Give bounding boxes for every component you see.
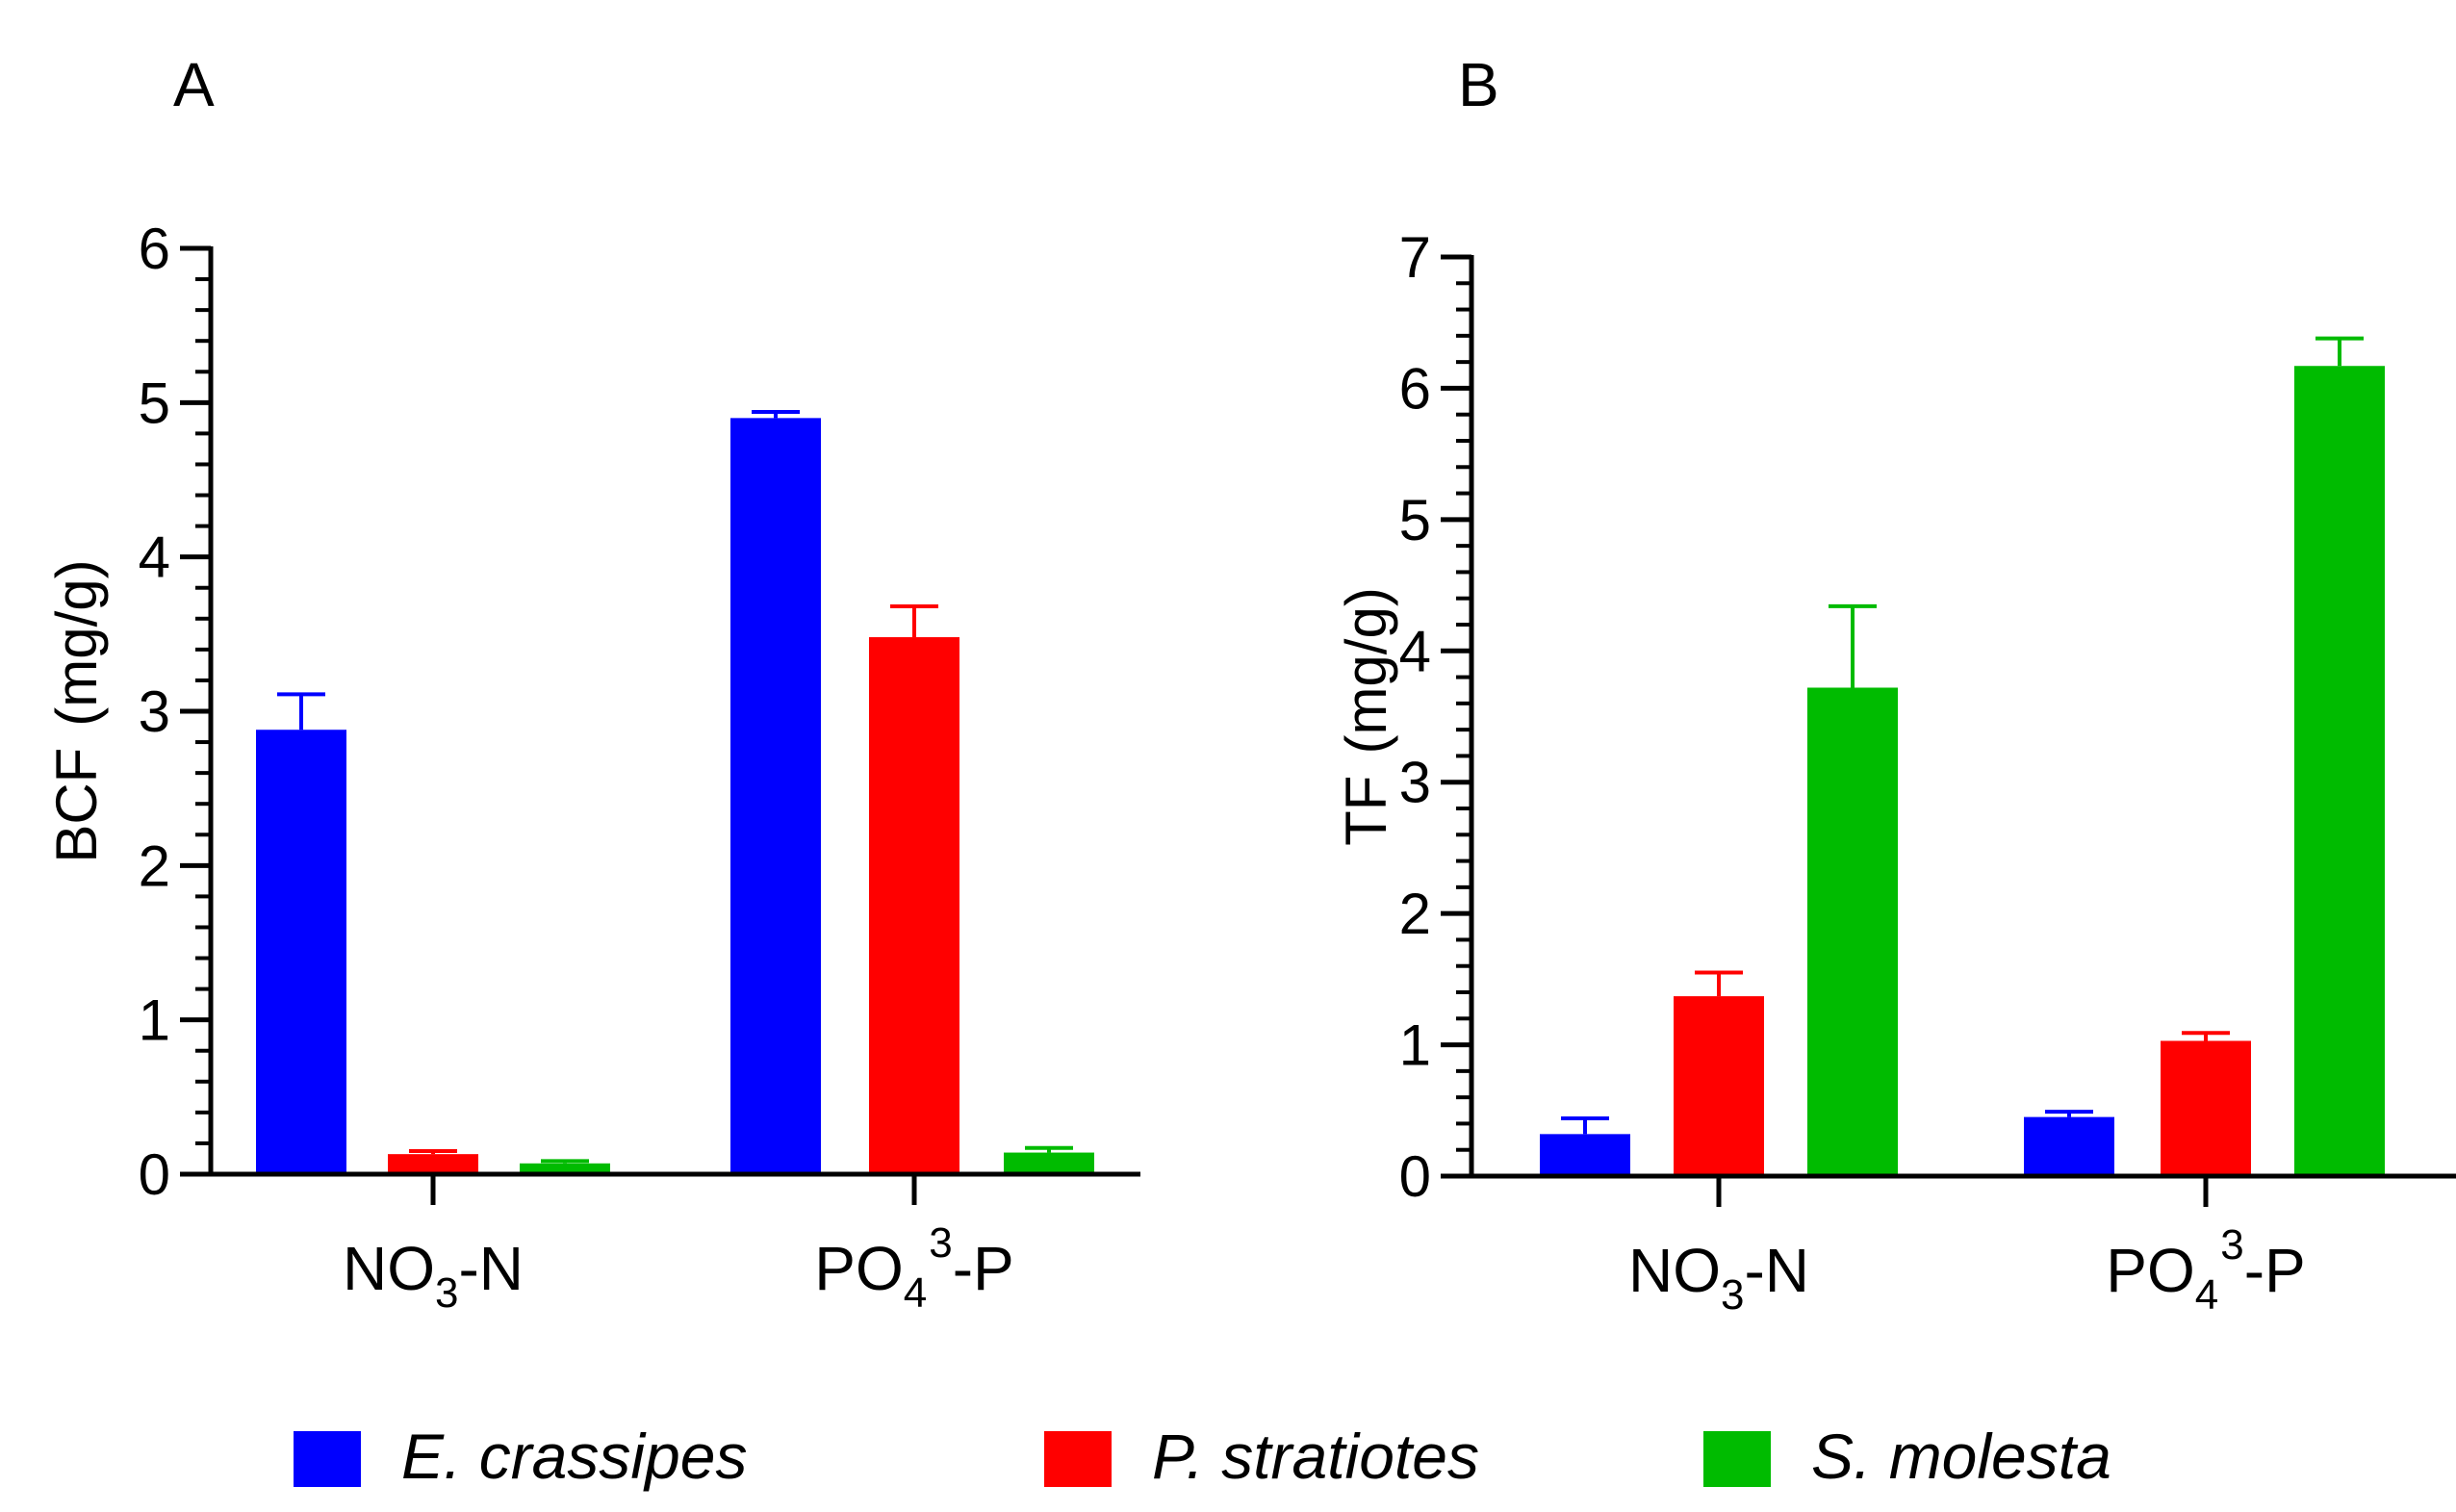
y-tick-label: 1 (1399, 1013, 1431, 1078)
legend-label: E. crassipes (401, 1421, 747, 1492)
y-axis-title-part: TF (1334, 776, 1398, 846)
y-axis-title-part: (mg/g) (1334, 587, 1398, 754)
y-tick-label: 7 (1399, 225, 1431, 290)
x-category-rest: -N (458, 1234, 524, 1303)
bar (388, 1154, 478, 1174)
legend-swatch (294, 1431, 361, 1487)
x-category-label: NO3-N (343, 1234, 524, 1317)
y-tick-label: 5 (139, 371, 170, 435)
y-tick-label: 2 (1399, 882, 1431, 946)
x-category-rest: -N (1744, 1236, 1809, 1305)
x-category-main: NO (1628, 1236, 1721, 1305)
x-category-sub: 4 (904, 1269, 927, 1317)
x-category-sub: 3 (435, 1269, 458, 1317)
x-category-label: PO43-P (2106, 1221, 2305, 1319)
legend: E. crassipes P. stratiotes S. molesta (294, 1421, 2111, 1492)
bar (869, 637, 959, 1174)
x-category-rest: -P (2244, 1236, 2306, 1305)
x-category-label: PO43-P (814, 1219, 1013, 1317)
y-tick-label: 4 (139, 525, 170, 590)
x-category-label: NO3-N (1628, 1236, 1809, 1319)
x-category-main: NO (343, 1234, 435, 1303)
y-tick-label: 5 (1399, 488, 1431, 552)
bar (1674, 996, 1764, 1176)
y-tick-label: 6 (1399, 356, 1431, 421)
y-tick-label: 4 (1399, 619, 1431, 683)
x-category-sup: 3 (2220, 1221, 2243, 1269)
legend-label: S. molesta (1811, 1421, 2111, 1492)
bar (2294, 366, 2385, 1176)
y-tick-label: 6 (139, 217, 170, 281)
x-category-main: PO (2106, 1236, 2194, 1305)
bar (1540, 1134, 1630, 1176)
y-tick-label: 3 (1399, 751, 1431, 815)
legend-label: P. stratiotes (1152, 1421, 1479, 1492)
panel-letter: A (173, 50, 215, 119)
x-category-sup: 3 (929, 1219, 952, 1267)
y-axis-title: TF (mg/g) (1334, 587, 1398, 846)
y-tick-label: 2 (139, 833, 170, 898)
y-axis-title-part: BCF (44, 748, 109, 863)
bar (2024, 1116, 2114, 1176)
y-tick-label: 3 (139, 679, 170, 744)
bar (730, 418, 821, 1174)
y-tick-label: 0 (139, 1142, 170, 1207)
bar (1004, 1152, 1094, 1174)
y-axis-title: BCF (mg/g) (44, 559, 109, 862)
bar (1807, 687, 1898, 1176)
bar (256, 730, 346, 1174)
x-category-rest: -P (953, 1234, 1014, 1303)
y-axis-title-part: (mg/g) (44, 559, 109, 726)
x-category-sub: 3 (1721, 1271, 1744, 1319)
legend-swatch (1703, 1431, 1771, 1487)
legend-swatch (1044, 1431, 1112, 1487)
x-category-sub: 4 (2195, 1271, 2218, 1319)
bar (520, 1163, 610, 1174)
bar (2161, 1040, 2251, 1176)
y-tick-label: 1 (139, 988, 170, 1053)
y-tick-label: 0 (1399, 1144, 1431, 1209)
x-category-main: PO (814, 1234, 903, 1303)
panel-letter: B (1458, 50, 1499, 119)
